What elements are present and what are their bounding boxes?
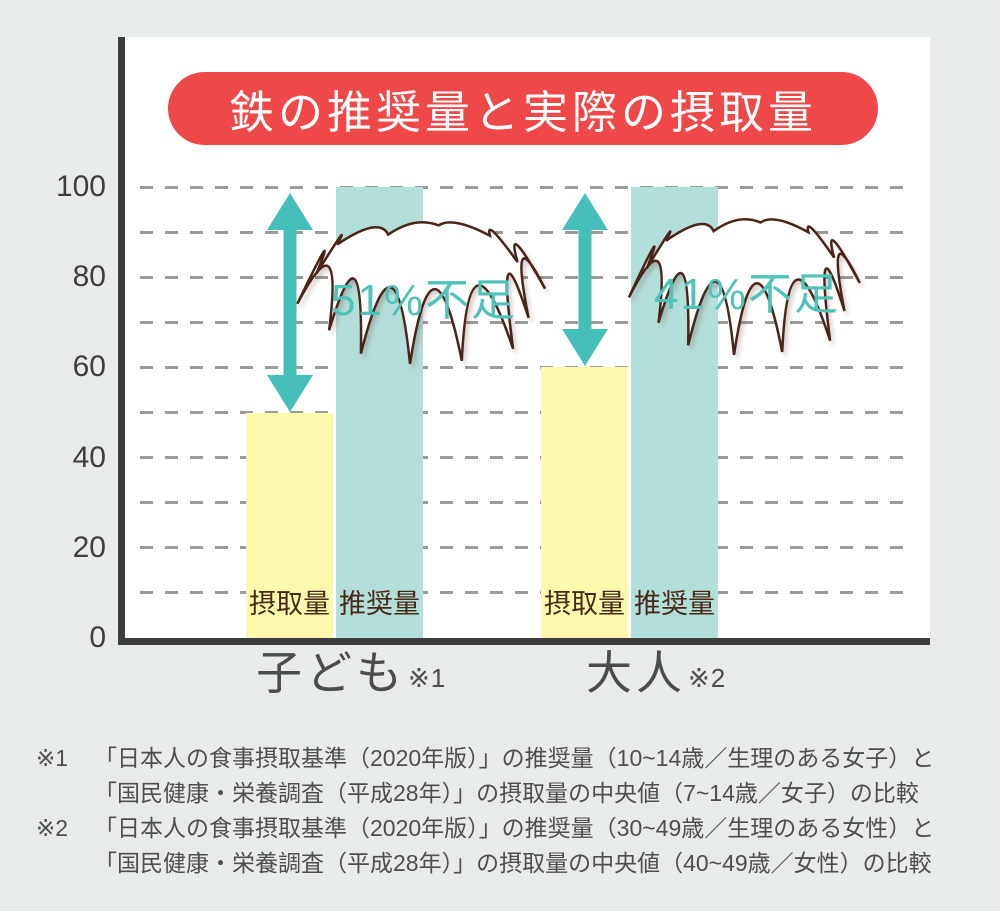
- chart-title-pill: 鉄の推奨量と実際の摂取量: [168, 72, 878, 145]
- shortfall-annotation-adult: 41%不足: [653, 270, 841, 319]
- callout-bubble-child: 51%不足: [294, 216, 554, 376]
- category-name: 大人: [586, 647, 686, 699]
- y-tick-label-80: 80: [72, 260, 106, 294]
- callout-bubble-adult: 41%不足: [624, 213, 870, 367]
- footnote-1: ※1 「日本人の食事摂取基準（2020年版）」の推奨量（10~14歳／生理のある…: [36, 741, 986, 811]
- bar-label-intake: 摂取量: [544, 588, 625, 619]
- y-tick-label-20: 20: [72, 530, 106, 564]
- gridline-10: [140, 591, 908, 595]
- footnote-line: 「日本人の食事摂取基準（2020年版）」の推奨量（10~14歳／生理のある女子）…: [94, 745, 935, 771]
- gap-arrow-child: [266, 193, 314, 412]
- footnote-marker: ※1: [36, 745, 69, 771]
- y-tick-label-0: 0: [89, 621, 106, 654]
- bar-label-recommended: 推奨量: [634, 589, 715, 619]
- y-tick-label-100: 100: [55, 170, 106, 203]
- footnote-ref: ※1: [408, 662, 447, 693]
- chart-title: 鉄の推奨量と実際の摂取量: [228, 87, 817, 138]
- gridline-50: [140, 411, 908, 414]
- gridline-70: [140, 320, 908, 324]
- category-name: 子ども: [256, 647, 406, 699]
- arrow-down-icon: [266, 374, 313, 412]
- gridline-100: [140, 185, 908, 189]
- bar-label-intake: 摂取量: [249, 589, 330, 619]
- gridline-90: [140, 230, 908, 234]
- footnotes: ※1 「日本人の食事摂取基準（2020年版）」の推奨量（10~14歳／生理のある…: [36, 741, 986, 881]
- gridline-80: [140, 275, 908, 279]
- bar-adult-intake: 摂取量: [541, 367, 628, 638]
- footnote-line: 「国民健康・栄養調査（平成28年）」の摂取量の中央値（7~14歳／女子）の比較: [94, 780, 919, 806]
- footnote-line: 「国民健康・栄養調査（平成28年）」の摂取量の中央値（40~49歳／女性）の比較: [94, 850, 932, 876]
- gridline-60: [140, 365, 908, 369]
- arrow-shaft: [283, 220, 296, 385]
- arrow-shaft: [578, 220, 591, 340]
- bar-child-intake: 摂取量: [246, 412, 333, 638]
- starburst-shape: [296, 221, 547, 365]
- category-label-child: 子ども ※1: [256, 648, 446, 699]
- gridline-30: [140, 501, 908, 505]
- y-tick-label-60: 60: [72, 350, 106, 384]
- footnote-2: ※2 「日本人の食事摂取基準（2020年版）」の推奨量（30~49歳／生理のある…: [36, 811, 986, 881]
- y-tick-label-40: 40: [72, 440, 106, 474]
- footnote-ref: ※2: [688, 662, 727, 693]
- gridline-20: [140, 546, 908, 550]
- footnote-marker: ※2: [36, 815, 69, 841]
- bar-label-recommended: 推奨量: [339, 589, 420, 619]
- category-label-adult: 大人 ※2: [586, 648, 726, 699]
- arrow-down-icon: [561, 329, 608, 367]
- starburst-shape: [627, 218, 861, 356]
- gridline-40: [140, 456, 908, 460]
- shortfall-annotation-child: 51%不足: [330, 276, 518, 325]
- gap-arrow-adult: [561, 193, 609, 367]
- footnote-line: 「日本人の食事摂取基準（2020年版）」の推奨量（30~49歳／生理のある女性）…: [94, 815, 935, 841]
